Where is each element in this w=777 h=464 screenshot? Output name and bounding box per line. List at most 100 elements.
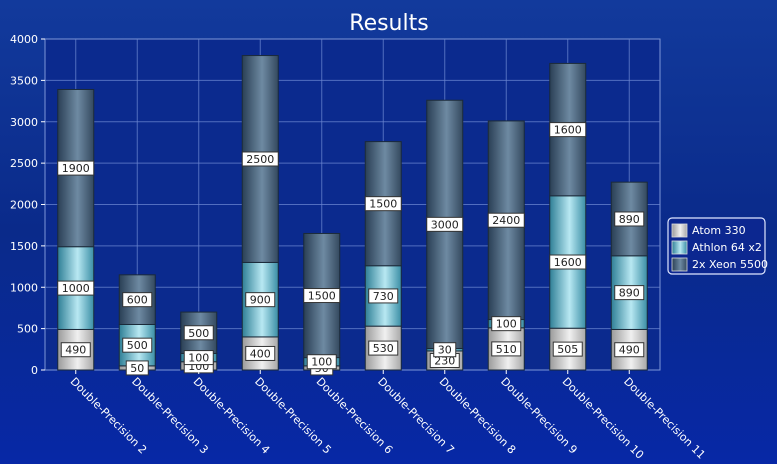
data-label-box bbox=[183, 325, 214, 341]
legend-item: Atom 330 bbox=[671, 223, 746, 238]
data-label: 890 bbox=[614, 285, 645, 301]
data-label-text: 400 bbox=[250, 347, 271, 360]
data-label-text: 1000 bbox=[62, 282, 90, 295]
data-label-box bbox=[183, 350, 214, 366]
legend-item: Athlon 64 x2 bbox=[671, 240, 762, 255]
data-label-box bbox=[426, 216, 464, 232]
y-tick-label: 0 bbox=[31, 364, 38, 377]
legend-item: 2x Xeon 5500 bbox=[671, 257, 768, 272]
data-label-text: 2500 bbox=[246, 153, 274, 166]
chart-title: Results bbox=[349, 11, 428, 36]
data-label: 890 bbox=[614, 211, 645, 227]
data-label-text: 1500 bbox=[369, 198, 397, 211]
y-tick-label: 1500 bbox=[10, 240, 38, 253]
data-label: 230 bbox=[429, 352, 460, 368]
data-label-text: 30 bbox=[438, 344, 452, 357]
data-label-text: 490 bbox=[65, 344, 86, 357]
data-label: 3000 bbox=[426, 216, 464, 232]
y-axis: 0 500 1000 1500 2000 2500 3000 3500 4000 bbox=[10, 33, 45, 377]
data-label: 530 bbox=[368, 340, 399, 356]
y-tick-label: 1000 bbox=[10, 281, 38, 294]
data-label-box bbox=[57, 280, 95, 296]
data-label-text: 890 bbox=[619, 213, 640, 226]
data-label-text: 2400 bbox=[492, 214, 520, 227]
data-label-text: 530 bbox=[373, 342, 394, 355]
data-label-box bbox=[614, 211, 645, 227]
data-label: 100 bbox=[491, 316, 522, 332]
data-label-text: 890 bbox=[619, 287, 640, 300]
data-label-box bbox=[122, 292, 153, 308]
data-label-box bbox=[60, 342, 91, 358]
data-label: 900 bbox=[245, 292, 276, 308]
data-label: 500 bbox=[183, 325, 214, 341]
data-label-text: 50 bbox=[130, 362, 144, 375]
data-label: 50 bbox=[125, 360, 149, 376]
legend-label: Athlon 64 x2 bbox=[692, 241, 762, 254]
legend-box bbox=[667, 217, 766, 275]
y-tick-label: 3000 bbox=[10, 116, 38, 129]
data-label: 600 bbox=[122, 292, 153, 308]
data-label-box bbox=[57, 160, 95, 176]
data-label: 100 bbox=[183, 350, 214, 366]
data-label-text: 1500 bbox=[308, 290, 336, 303]
data-label-text: 490 bbox=[619, 344, 640, 357]
data-label: 2500 bbox=[241, 151, 279, 167]
data-label-text: 100 bbox=[496, 318, 517, 331]
data-label-text: 230 bbox=[434, 354, 455, 367]
data-label-box bbox=[364, 196, 402, 212]
data-label: 730 bbox=[368, 288, 399, 304]
data-label: 30 bbox=[433, 342, 457, 358]
data-label-text: 1900 bbox=[62, 162, 90, 175]
data-label: 510 bbox=[491, 341, 522, 357]
data-label-box bbox=[245, 345, 276, 361]
data-label-box bbox=[303, 288, 341, 304]
data-label-box bbox=[491, 341, 522, 357]
data-label: 1900 bbox=[57, 160, 95, 176]
data-label-text: 3000 bbox=[431, 218, 459, 231]
data-label-box bbox=[306, 354, 337, 370]
data-label-box bbox=[487, 212, 525, 228]
y-tick-label: 3500 bbox=[10, 74, 38, 87]
y-tick-label: 2500 bbox=[10, 157, 38, 170]
data-label: 400 bbox=[245, 345, 276, 361]
data-label-box bbox=[552, 341, 583, 357]
data-label-box bbox=[549, 122, 587, 138]
data-label: 1000 bbox=[57, 280, 95, 296]
data-label-box bbox=[122, 337, 153, 353]
data-label: 2400 bbox=[487, 212, 525, 228]
data-label-text: 500 bbox=[188, 327, 209, 340]
data-label: 490 bbox=[614, 342, 645, 358]
data-label-box bbox=[614, 285, 645, 301]
data-label-text: 100 bbox=[311, 356, 332, 369]
data-label: 100 bbox=[306, 354, 337, 370]
data-label-text: 1600 bbox=[554, 124, 582, 137]
data-label: 1500 bbox=[303, 288, 341, 304]
data-label: 500 bbox=[122, 337, 153, 353]
legend-label: Atom 330 bbox=[692, 224, 746, 237]
data-label-text: 100 bbox=[188, 352, 209, 365]
legend: Atom 330 Athlon 64 x2 2x Xeon 5500 bbox=[667, 217, 768, 275]
data-label-text: 510 bbox=[496, 343, 517, 356]
data-label-box bbox=[245, 292, 276, 308]
data-label-box bbox=[368, 288, 399, 304]
y-tick-label: 4000 bbox=[10, 33, 38, 46]
data-label-box bbox=[125, 360, 149, 376]
data-label-box bbox=[241, 151, 279, 167]
data-label-box bbox=[368, 340, 399, 356]
data-label-text: 1600 bbox=[554, 256, 582, 269]
legend-swatch bbox=[671, 257, 688, 272]
data-label-text: 900 bbox=[250, 294, 271, 307]
data-label-text: 500 bbox=[127, 339, 148, 352]
data-label-text: 505 bbox=[557, 343, 578, 356]
data-label-text: 600 bbox=[127, 294, 148, 307]
data-label: 1600 bbox=[549, 122, 587, 138]
data-label-text: 730 bbox=[373, 290, 394, 303]
data-label-box bbox=[433, 342, 457, 358]
data-label: 1500 bbox=[364, 196, 402, 212]
bars: 490 1000 1900 50 500 600 100 100 500 400 900 2500 50… bbox=[57, 55, 648, 376]
legend-label: 2x Xeon 5500 bbox=[692, 258, 768, 271]
legend-swatch bbox=[671, 240, 688, 255]
y-tick-label: 500 bbox=[17, 323, 38, 336]
